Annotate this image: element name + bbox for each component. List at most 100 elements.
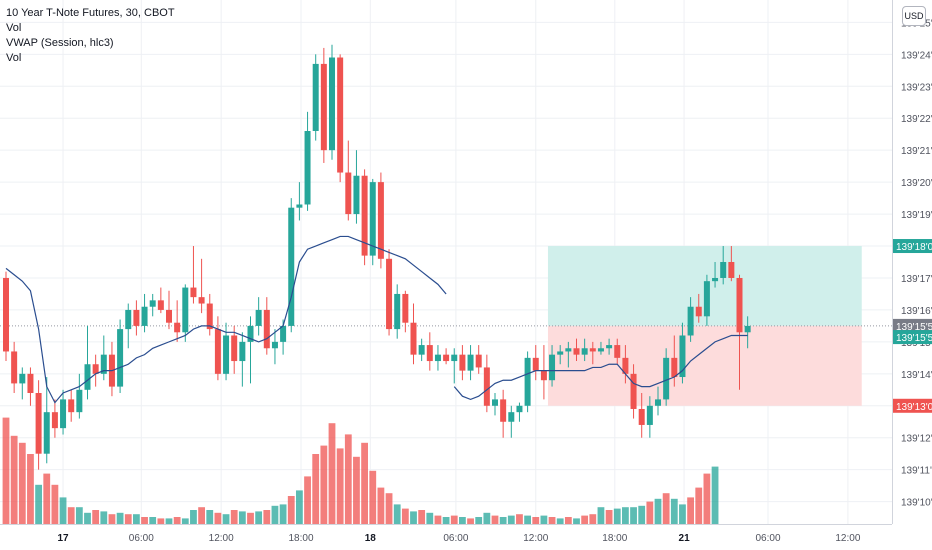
legend-volume-2[interactable]: Vol <box>6 52 22 64</box>
candle-body <box>687 306 694 336</box>
vwap-series <box>453 334 748 401</box>
price-tick-label: 139'20'0 <box>901 178 932 189</box>
volume-bar <box>548 517 556 524</box>
price-tick-label: 139'17'0 <box>901 274 932 285</box>
candle-body <box>532 357 539 371</box>
candle-body <box>418 345 425 355</box>
time-tick-label: 17 <box>57 533 69 544</box>
volume-bar <box>59 497 67 524</box>
currency-button[interactable]: USD <box>902 6 926 26</box>
candle-body <box>557 351 564 355</box>
volume-bar <box>353 456 360 524</box>
candle-body <box>190 287 197 298</box>
time-tick-label: 12:00 <box>209 533 234 544</box>
volume-bar <box>491 515 499 524</box>
candle-body <box>263 309 270 349</box>
volume-bars <box>2 417 719 524</box>
candle-body <box>646 405 653 425</box>
candle-body <box>451 354 458 362</box>
volume-bar <box>670 498 678 524</box>
candle-body <box>728 262 735 278</box>
volume-bar <box>540 515 548 524</box>
candle-body <box>198 297 205 304</box>
volume-bar <box>564 517 572 524</box>
volume-bar <box>507 515 515 524</box>
price-tick-label: 139'24'0 <box>901 50 932 61</box>
volume-bar <box>296 490 303 524</box>
volume-bar <box>654 498 662 524</box>
time-tick-label: 06:00 <box>756 533 781 544</box>
candle-body <box>166 309 172 323</box>
candle-body <box>92 364 99 374</box>
candle-body <box>712 277 719 282</box>
volume-bar <box>10 435 18 524</box>
volume-bar <box>418 510 426 524</box>
price-tick-label: 139'11'0 <box>901 466 932 477</box>
candle-body <box>182 287 189 333</box>
volume-bar <box>410 511 417 524</box>
volume-bar <box>100 511 108 524</box>
candle-body <box>35 393 42 454</box>
volume-bar <box>51 484 59 524</box>
volume-bar <box>336 448 344 524</box>
volume-bar <box>613 508 621 524</box>
candle-body <box>11 351 18 384</box>
volume-bar <box>622 507 629 524</box>
vwap-line <box>5 235 748 404</box>
candle-body <box>223 335 230 374</box>
candle-body <box>516 405 523 413</box>
volume-bar <box>190 510 197 524</box>
volume-bar <box>589 514 597 524</box>
candle-body <box>402 293 409 323</box>
volume-bar <box>230 510 238 524</box>
price-tick-label: 139'16'0 <box>901 306 932 317</box>
legend-title[interactable]: 10 Year T-Note Futures, 30, CBOT <box>6 7 175 19</box>
candle-body <box>288 207 295 326</box>
volume-bar <box>475 517 483 524</box>
volume-bar <box>581 515 589 524</box>
candle-body <box>443 354 450 362</box>
volume-bar <box>214 512 222 524</box>
volume-bar <box>67 507 75 524</box>
candle-body <box>157 300 164 310</box>
candle-body <box>68 399 75 413</box>
candle-body <box>744 325 751 333</box>
volume-bar <box>467 518 474 524</box>
legend-vwap[interactable]: VWAP (Session, hlc3) <box>6 37 114 49</box>
candle-body <box>125 309 132 330</box>
candle-body <box>434 354 441 362</box>
candle-body <box>410 322 417 355</box>
time-tick-label: 06:00 <box>129 533 154 544</box>
candle-body <box>3 277 9 352</box>
volume-bar <box>181 518 189 524</box>
chart-legend: 10 Year T-Note Futures, 30, CBOT Vol VWA… <box>6 6 175 66</box>
candle-body <box>117 329 124 387</box>
candle-body <box>524 357 531 406</box>
candle-body <box>149 300 156 307</box>
candle-body <box>459 354 466 371</box>
volume-bar <box>312 454 320 524</box>
legend-volume[interactable]: Vol <box>6 22 22 34</box>
stop-loss-zone <box>547 325 862 406</box>
volume-bar <box>679 504 686 524</box>
volume-bar <box>247 512 254 524</box>
candle-body <box>589 348 596 352</box>
candle-body <box>231 335 238 362</box>
volume-bar <box>279 504 287 524</box>
volume-bar <box>695 487 703 524</box>
price-tick-label: 139'12'0 <box>901 434 932 445</box>
volume-bar <box>369 470 377 524</box>
time-tick-label: 18:00 <box>602 533 627 544</box>
time-tick-label: 21 <box>679 533 691 544</box>
price-tick-label: 139'14'0 <box>901 370 932 381</box>
volume-bar <box>35 484 42 524</box>
volume-bar <box>638 505 646 524</box>
vwap-series <box>5 235 447 404</box>
volume-bar <box>43 473 51 524</box>
time-tick-label: 18:00 <box>289 533 314 544</box>
candle-body <box>206 303 213 330</box>
candle-body <box>51 412 58 429</box>
